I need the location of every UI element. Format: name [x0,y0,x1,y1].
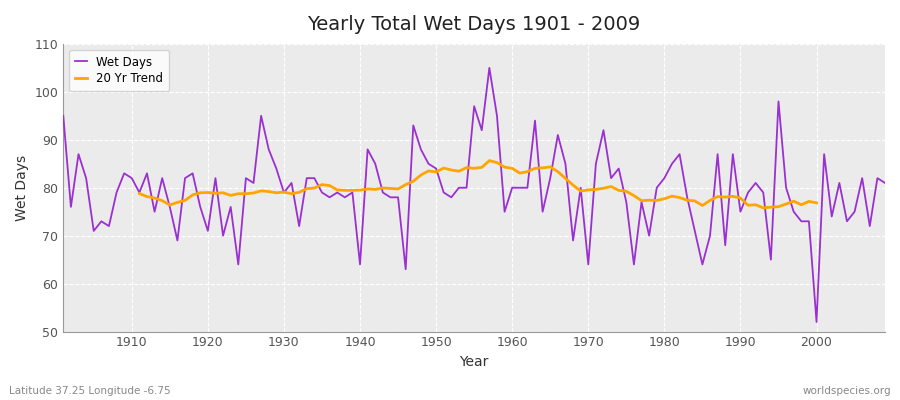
20 Yr Trend [796,202,806,207]
20 Yr Trend [484,158,495,163]
20 Yr Trend [811,200,822,205]
20 Yr Trend [720,195,731,200]
20 Yr Trend [225,193,236,198]
20 Yr Trend [339,188,350,193]
Line: 20 Yr Trend: 20 Yr Trend [140,161,816,208]
Wet Days [507,185,517,190]
20 Yr Trend [758,206,769,210]
Wet Days [58,114,68,118]
X-axis label: Year: Year [460,355,489,369]
20 Yr Trend [705,198,716,203]
Line: Wet Days: Wet Days [63,68,885,322]
Legend: Wet Days, 20 Yr Trend: Wet Days, 20 Yr Trend [69,50,169,91]
Y-axis label: Wet Days: Wet Days [15,155,29,221]
20 Yr Trend [613,188,624,193]
Wet Days [286,180,297,185]
Wet Days [484,66,495,70]
Wet Days [879,180,890,185]
Text: Latitude 37.25 Longitude -6.75: Latitude 37.25 Longitude -6.75 [9,386,171,396]
Title: Yearly Total Wet Days 1901 - 2009: Yearly Total Wet Days 1901 - 2009 [308,15,641,34]
Text: worldspecies.org: worldspecies.org [803,386,891,396]
Wet Days [119,171,130,176]
Wet Days [606,176,616,180]
Wet Days [332,190,343,195]
Wet Days [811,320,822,324]
20 Yr Trend [134,191,145,196]
Wet Days [515,185,526,190]
